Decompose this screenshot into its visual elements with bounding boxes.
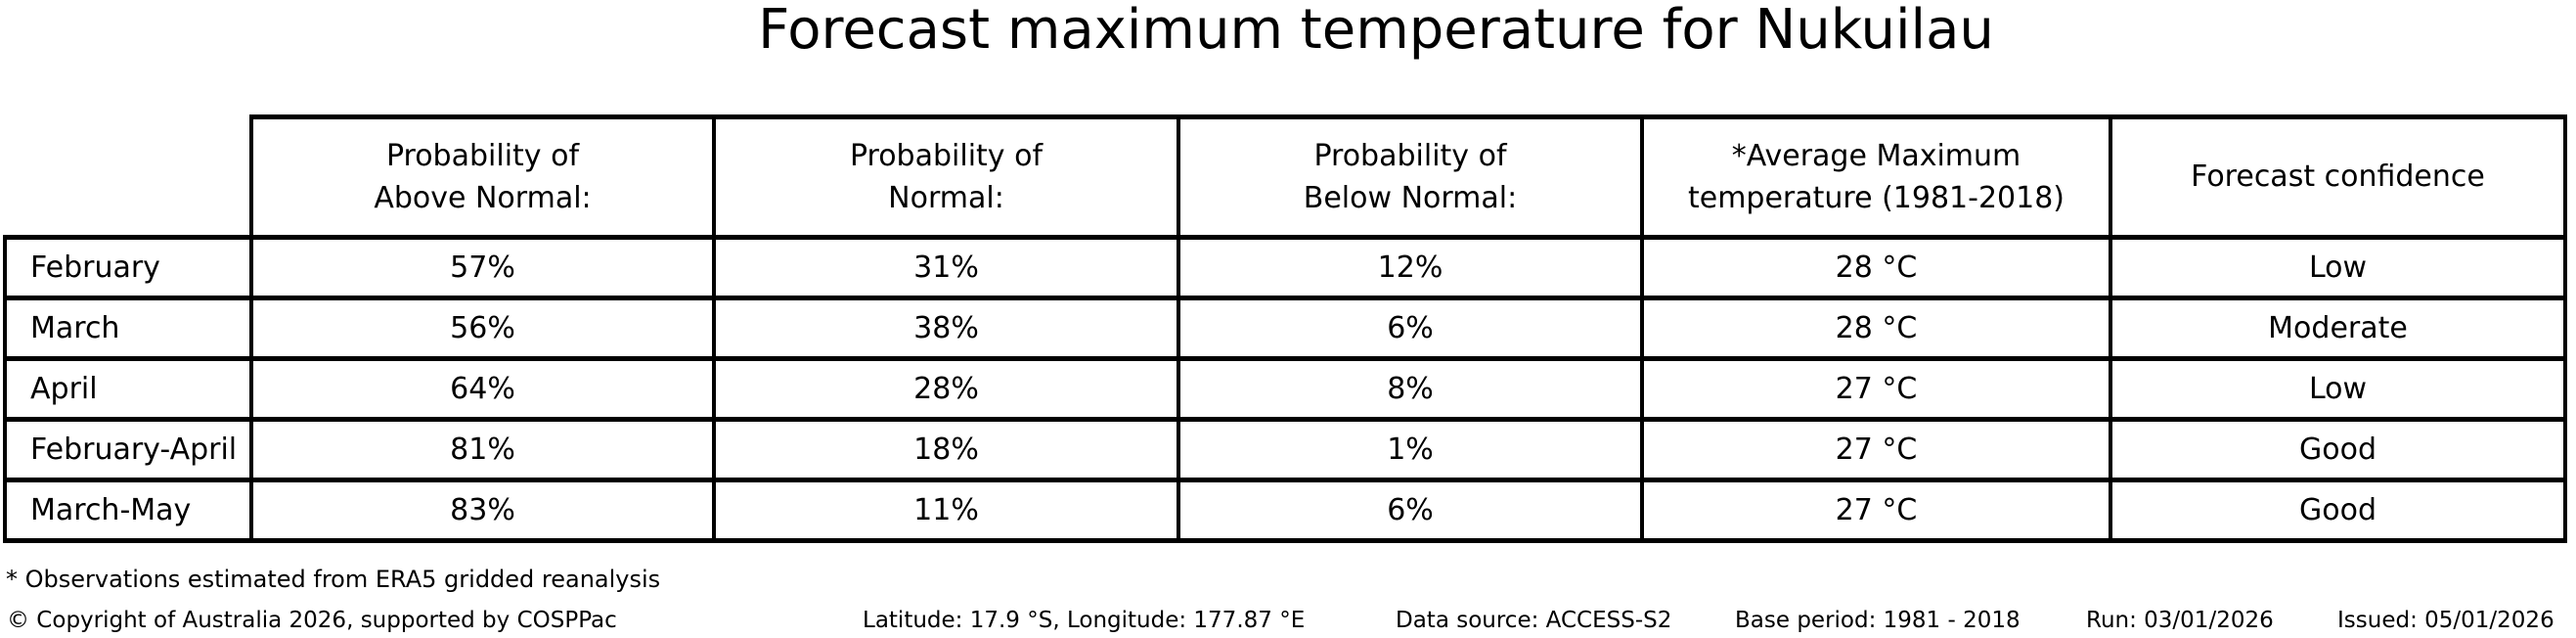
confidence-cell: Low <box>2109 235 2567 300</box>
row-label-cell: February-April <box>3 417 253 482</box>
forecast-table: Probability of Above Normal: Probability… <box>3 114 2567 543</box>
header-forecast-confidence: Forecast confidence <box>2109 114 2567 240</box>
confidence-cell: Moderate <box>2109 296 2567 361</box>
probability-above-cell: 57% <box>249 235 716 300</box>
observations-footnote: * Observations estimated from ERA5 gridd… <box>6 566 661 593</box>
average-temp-cell: 27 °C <box>1640 356 2112 422</box>
table-row-march: March 56% 38% 6% 28 °C Moderate <box>3 296 2567 361</box>
table-header-row: Probability of Above Normal: Probability… <box>5 114 2567 240</box>
probability-above-cell: 81% <box>249 417 716 482</box>
probability-below-cell: 12% <box>1177 235 1644 300</box>
average-temp-cell: 28 °C <box>1640 296 2112 361</box>
copyright-text: © Copyright of Australia 2026, supported… <box>7 608 617 633</box>
probability-normal-cell: 18% <box>712 417 1180 482</box>
probability-above-cell: 56% <box>249 296 716 361</box>
header-above-normal: Probability of Above Normal: <box>249 114 716 240</box>
probability-below-cell: 6% <box>1177 296 1644 361</box>
probability-normal-cell: 31% <box>712 235 1180 300</box>
lat-long-text: Latitude: 17.9 °S, Longitude: 177.87 °E <box>863 608 1306 633</box>
average-temp-cell: 28 °C <box>1640 235 2112 300</box>
table-row-february-april: February-April 81% 18% 1% 27 °C Good <box>3 417 2567 482</box>
probability-normal-cell: 38% <box>712 296 1180 361</box>
probability-below-cell: 1% <box>1177 417 1644 482</box>
probability-normal-cell: 11% <box>712 478 1180 543</box>
row-label-cell: April <box>3 356 253 422</box>
page-title: Forecast maximum temperature for Nukuila… <box>758 0 1994 62</box>
header-normal: Probability of Normal: <box>712 114 1180 240</box>
row-label-cell: March <box>3 296 253 361</box>
probability-below-cell: 6% <box>1177 478 1644 543</box>
table-corner-cell <box>5 117 251 238</box>
row-label-cell: February <box>3 235 253 300</box>
data-source-text: Data source: ACCESS-S2 <box>1396 608 1672 633</box>
header-average-max-temp: *Average Maximum temperature (1981-2018) <box>1640 114 2112 240</box>
probability-normal-cell: 28% <box>712 356 1180 422</box>
table-row-april: April 64% 28% 8% 27 °C Low <box>3 356 2567 422</box>
table-row-february: February 57% 31% 12% 28 °C Low <box>3 235 2567 300</box>
probability-above-cell: 83% <box>249 478 716 543</box>
confidence-cell: Good <box>2109 478 2567 543</box>
probability-below-cell: 8% <box>1177 356 1644 422</box>
confidence-cell: Good <box>2109 417 2567 482</box>
probability-above-cell: 64% <box>249 356 716 422</box>
confidence-cell: Low <box>2109 356 2567 422</box>
issued-date-text: Issued: 05/01/2026 <box>2337 608 2554 633</box>
table-row-march-may: March-May 83% 11% 6% 27 °C Good <box>3 478 2567 543</box>
header-below-normal: Probability of Below Normal: <box>1177 114 1644 240</box>
base-period-text: Base period: 1981 - 2018 <box>1735 608 2021 633</box>
average-temp-cell: 27 °C <box>1640 478 2112 543</box>
run-date-text: Run: 03/01/2026 <box>2086 608 2274 633</box>
row-label-cell: March-May <box>3 478 253 543</box>
average-temp-cell: 27 °C <box>1640 417 2112 482</box>
